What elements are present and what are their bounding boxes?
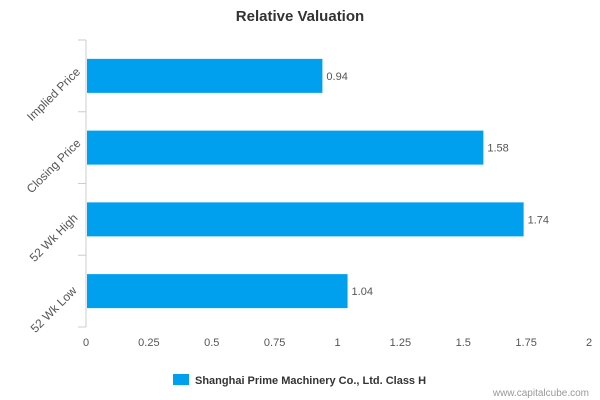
x-tick-label: 1.75 [515, 337, 536, 349]
category-label: 52 Wk High [27, 211, 81, 265]
data-label: 0.94 [326, 71, 347, 83]
category-label: Closing Price [24, 136, 84, 196]
x-tick-label: 0.75 [264, 337, 285, 349]
x-tick-label: 1 [334, 337, 340, 349]
bar [87, 202, 524, 237]
x-tick-label: 1.25 [390, 337, 411, 349]
x-tick-label: 1.5 [456, 337, 471, 349]
x-tick-label: 0.5 [204, 337, 219, 349]
bar [87, 58, 323, 93]
bar [87, 274, 348, 309]
legend-swatch [173, 374, 189, 385]
legend[interactable]: Shanghai Prime Machinery Co., Ltd. Class… [173, 374, 426, 387]
plot-area: 0.94 Implied Price 1.58 Closing Price 1.74 52… [24, 39, 592, 349]
x-tick-label: 0.25 [138, 337, 159, 349]
data-label: 1.58 [487, 143, 508, 155]
category-label: 52 Wk Low [28, 283, 80, 335]
legend-label: Shanghai Prime Machinery Co., Ltd. Class… [195, 375, 426, 387]
data-label: 1.04 [352, 286, 373, 298]
data-label: 1.74 [528, 214, 549, 226]
x-tick-label: 2 [586, 337, 592, 349]
watermark: www.capitalcube.com [492, 388, 589, 399]
bar [87, 130, 484, 165]
chart-title: Relative Valuation [236, 8, 364, 25]
x-tick-label: 0 [83, 337, 89, 349]
category-label: Implied Price [24, 65, 83, 124]
